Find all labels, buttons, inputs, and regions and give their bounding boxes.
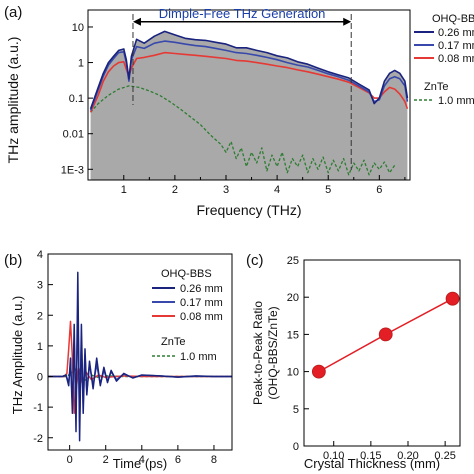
y-tick-label: 1 — [37, 341, 43, 353]
legend-entry: 0.26 mm — [180, 283, 223, 295]
annotation-arrow-left-head — [132, 17, 141, 26]
annotation-text: Dimple-Free THz Generation — [159, 6, 326, 21]
series-line-0-26-mm — [48, 271, 232, 442]
legend-group-title: OHQ-BBS — [161, 268, 212, 280]
y-tick-label: 1 — [78, 58, 84, 70]
y-tick-label: 4 — [37, 249, 43, 261]
panel-b-plot: 0 2 4 6 8 -2 -1 0 1 2 3 4 — [33, 249, 233, 466]
y-tick-label: 1E-3 — [61, 164, 84, 176]
data-point — [378, 327, 393, 342]
x-tick-label: 0.20 — [397, 450, 418, 462]
panel-c-ylabel-line2: (OHQ-BBS/ZnTe) — [266, 306, 280, 399]
panel-a-annotation: Dimple-Free THz Generation — [132, 6, 352, 170]
panel-c: (c) 0.10 0.15 0.20 0.25 0 5 10 15 20 25 Crystal T… — [246, 252, 461, 471]
legend-group-title: ZnTe — [161, 336, 185, 348]
annotation-arrow-right-head — [343, 17, 352, 26]
panel-a-legend: OHQ-BBS 0.26 mm0.17 mm0.08 mm ZnTe 1.0 mm — [414, 13, 474, 107]
x-tick-label: 5 — [325, 184, 331, 196]
panel-a-plot: 1 2 3 4 5 6 1E-3 0.01 0.1 1 10 — [61, 9, 411, 196]
panel-c-plot: 0.10 0.15 0.20 0.25 0 5 10 15 20 25 — [287, 255, 461, 462]
x-tick-label: 0 — [67, 454, 73, 466]
y-tick-label: 25 — [287, 255, 299, 267]
panel-b-legend: OHQ-BBS 0.26 mm 0.17 mm 0.08 mm ZnTe 1.0 mm — [152, 268, 223, 363]
y-tick-label: 2 — [37, 310, 43, 322]
legend-entry: 0.26 mm — [438, 27, 474, 39]
x-tick-label: 2 — [172, 184, 178, 196]
panel-c-ylabel-line1: Peak-to-Peak Ratio — [251, 301, 265, 405]
data-point — [445, 291, 460, 306]
panel-c-label: (c) — [246, 252, 264, 269]
y-tick-label: -1 — [33, 402, 43, 414]
panel-b-ylabel: THz Amplitude (a.u.) — [10, 296, 25, 415]
x-tick-label: 3 — [223, 184, 229, 196]
area-fill-0-26-mm — [90, 31, 408, 181]
x-tick-label: 6 — [175, 454, 181, 466]
panel-b-xlabel: Time (ps) — [113, 456, 167, 471]
x-tick-label: 4 — [274, 184, 280, 196]
legend-entry: 0.17 mm — [438, 40, 474, 52]
series-line-0-26-mm — [89, 30, 409, 110]
y-tick-label: 10 — [72, 22, 84, 34]
panel-a-label: (a) — [4, 4, 22, 21]
x-tick-label: 0.15 — [360, 450, 381, 462]
data-point — [311, 364, 326, 379]
panel-a: (a) 1 2 3 4 5 6 1E-3 0.01 0.1 1 10 Frequency (THz)… — [4, 4, 474, 218]
y-tick-label: 15 — [287, 329, 299, 341]
panel-a-xlabel: Frequency (THz) — [196, 202, 301, 218]
panel-b: (b) 0 2 4 6 8 -2 -1 0 1 2 3 4 Time (ps) THz Amplitu… — [4, 249, 233, 471]
x-tick-label: 0.10 — [323, 450, 344, 462]
legend-entry: 0.17 mm — [180, 297, 223, 309]
x-tick-label: 6 — [376, 184, 382, 196]
y-tick-label: 20 — [287, 292, 299, 304]
y-tick-label: 0.1 — [69, 93, 84, 105]
panel-a-ylabel: THz amplitude (a.u.) — [5, 37, 21, 164]
series-line-1-0-mm — [90, 85, 396, 176]
panel-b-label: (b) — [4, 252, 22, 269]
y-tick-label: -2 — [33, 433, 43, 445]
plot-frame — [47, 253, 233, 451]
legend-entry: 1.0 mm — [438, 95, 474, 107]
legend-entry: 1.0 mm — [180, 351, 217, 363]
x-tick-label: 8 — [211, 454, 217, 466]
y-tick-label: 3 — [37, 280, 43, 292]
y-tick-label: 5 — [293, 404, 299, 416]
legend-entry: 0.08 mm — [438, 53, 474, 65]
x-tick-label: 2 — [103, 454, 109, 466]
y-tick-label: 0 — [37, 372, 43, 384]
plot-frame — [87, 9, 411, 181]
legend-group-title: ZnTe — [424, 81, 448, 93]
plot-frame — [303, 259, 461, 447]
y-tick-label: 10 — [287, 367, 299, 379]
legend-entry: 0.08 mm — [180, 311, 223, 323]
x-tick-label: 4 — [139, 454, 145, 466]
series-line-0-08-mm — [89, 51, 409, 113]
x-tick-label: 1 — [121, 184, 127, 196]
x-tick-label: 0.25 — [434, 450, 455, 462]
y-tick-label: 0.01 — [63, 129, 84, 141]
legend-group-title: OHQ-BBS — [432, 13, 474, 25]
panel-c-xlabel: Crystal Thickness (mm) — [304, 456, 440, 471]
y-tick-label: 0 — [293, 441, 299, 453]
